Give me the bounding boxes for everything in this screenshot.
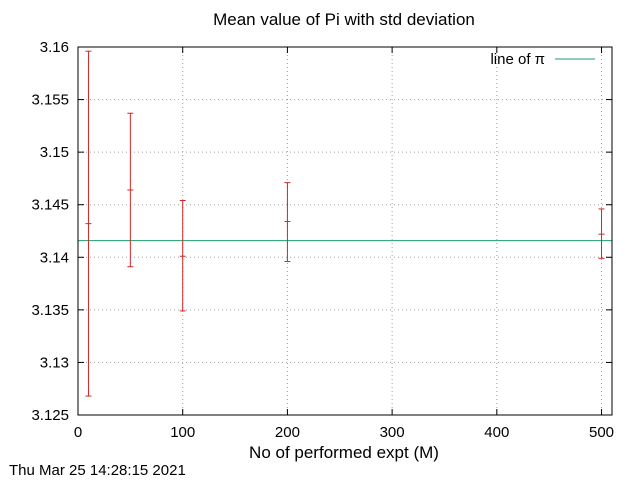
legend: line of π [490, 51, 595, 68]
y-tick-label: 3.135 [31, 302, 69, 319]
y-tick-label: 3.125 [31, 407, 69, 424]
y-tick-label: 3.14 [40, 249, 69, 266]
x-tick-label: 400 [484, 424, 509, 441]
grid-lines [78, 47, 612, 415]
y-tick-label: 3.155 [31, 92, 69, 109]
y-tick-label: 3.16 [40, 39, 69, 56]
x-axis-label: No of performed expt (M) [249, 443, 439, 462]
chart-title: Mean value of Pi with std deviation [213, 10, 475, 29]
x-tick-label: 500 [589, 424, 614, 441]
axis-ticks: 0 100 200 300 400 500 3.125 3.13 3.135 3.14 3.145 3… [31, 39, 614, 441]
error-bar [85, 50, 92, 397]
error-bars-layer [85, 50, 605, 397]
y-tick-label: 3.13 [40, 354, 69, 371]
error-bar [598, 208, 605, 259]
x-tick-label: 0 [74, 424, 82, 441]
y-tick-label: 3.145 [31, 197, 69, 214]
error-bar [284, 182, 291, 262]
legend-entry-label: line of π [490, 51, 545, 68]
error-bar [127, 112, 134, 268]
x-tick-label: 300 [380, 424, 405, 441]
plot-frame [77, 46, 613, 416]
x-tick-label: 100 [170, 424, 195, 441]
error-bar [179, 200, 186, 312]
y-tick-label: 3.15 [40, 144, 69, 161]
timestamp: Thu Mar 25 14:28:15 2021 [9, 462, 186, 479]
x-tick-label: 200 [275, 424, 300, 441]
